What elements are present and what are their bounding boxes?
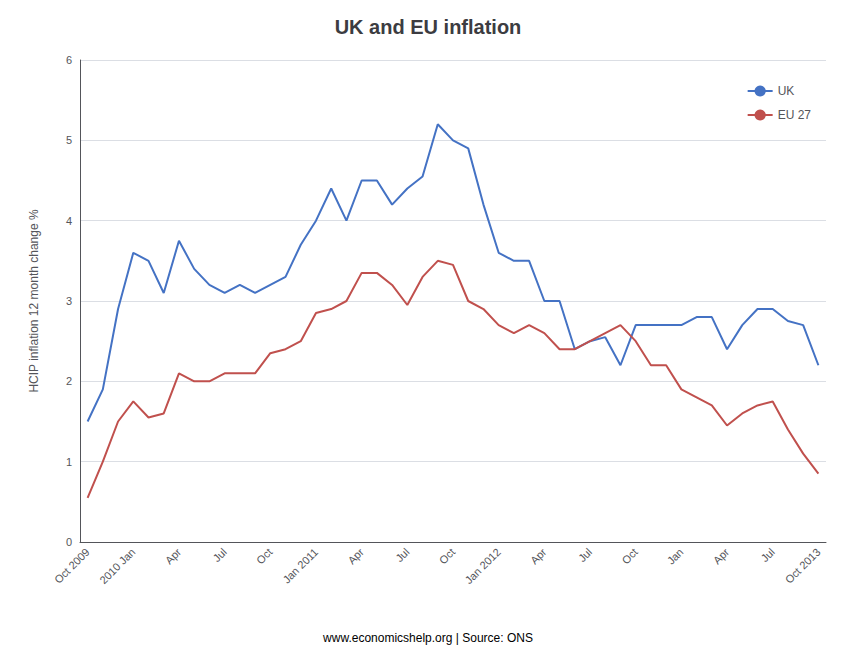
svg-text:EU 27: EU 27 bbox=[778, 108, 812, 122]
svg-text:2: 2 bbox=[66, 375, 72, 387]
svg-text:3: 3 bbox=[66, 295, 72, 307]
svg-text:6: 6 bbox=[66, 54, 72, 66]
svg-text:Apr: Apr bbox=[528, 546, 549, 567]
svg-text:0: 0 bbox=[66, 536, 72, 548]
svg-text:Apr: Apr bbox=[345, 546, 366, 567]
svg-text:www.economicshelp.org | Source: www.economicshelp.org | Source: ONS bbox=[322, 631, 533, 645]
svg-text:UK and EU inflation: UK and EU inflation bbox=[335, 16, 522, 38]
svg-text:Jul: Jul bbox=[759, 546, 777, 564]
svg-text:Apr: Apr bbox=[711, 546, 732, 567]
svg-text:Oct: Oct bbox=[437, 546, 458, 567]
svg-text:Jan 2011: Jan 2011 bbox=[280, 546, 320, 586]
svg-text:Oct: Oct bbox=[254, 546, 275, 567]
svg-text:Jul: Jul bbox=[393, 546, 411, 564]
svg-text:Jul: Jul bbox=[210, 546, 228, 564]
svg-text:5: 5 bbox=[66, 134, 72, 146]
svg-text:Jan: Jan bbox=[665, 546, 686, 567]
svg-text:2010 Jan: 2010 Jan bbox=[97, 546, 137, 586]
svg-text:Oct 2013: Oct 2013 bbox=[783, 546, 823, 586]
svg-text:Jul: Jul bbox=[576, 546, 594, 564]
svg-text:Apr: Apr bbox=[163, 546, 184, 567]
svg-text:1: 1 bbox=[66, 456, 72, 468]
svg-text:Oct 2009: Oct 2009 bbox=[52, 546, 92, 586]
svg-text:4: 4 bbox=[66, 215, 72, 227]
svg-text:Oct: Oct bbox=[619, 546, 640, 567]
svg-text:HCIP inflation 12 month change: HCIP inflation 12 month change % bbox=[27, 209, 41, 393]
svg-text:Jan 2012: Jan 2012 bbox=[462, 546, 502, 586]
svg-text:UK: UK bbox=[778, 84, 795, 98]
